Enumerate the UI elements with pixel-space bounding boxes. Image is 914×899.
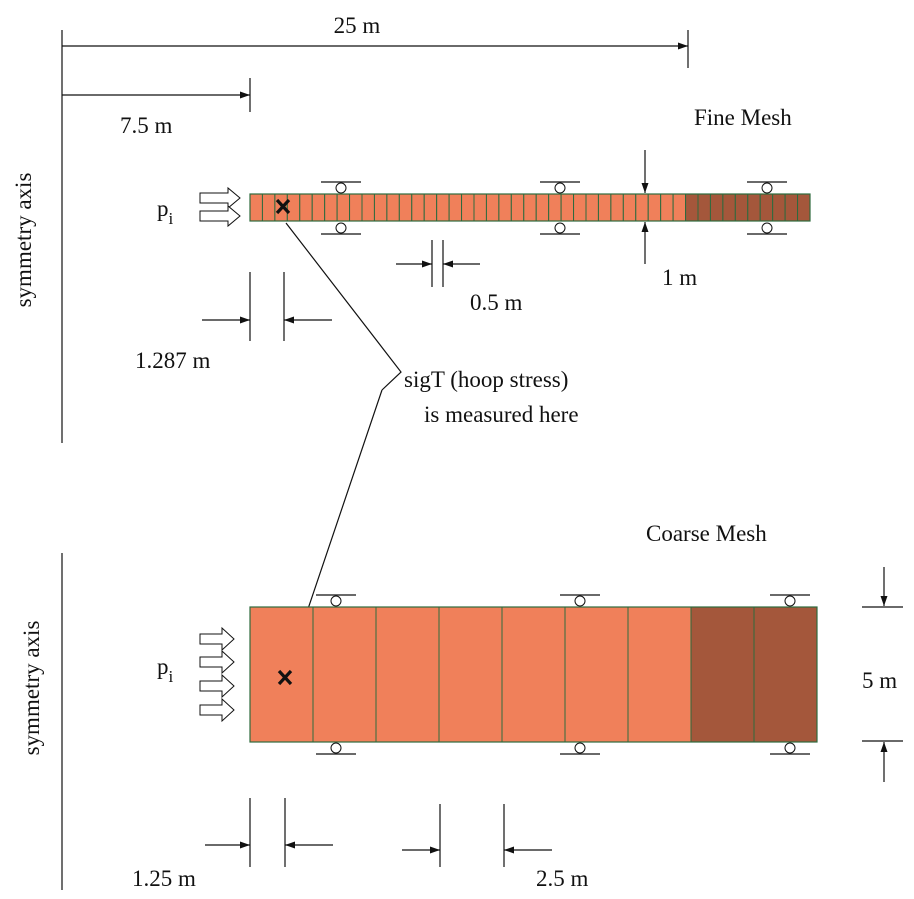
mesh-element [535, 193, 550, 222]
mesh-element [473, 193, 487, 222]
mesh-element [438, 606, 503, 743]
mesh-element [564, 606, 629, 743]
mesh-element [697, 193, 711, 222]
mesh-element [560, 193, 575, 222]
mesh-element [411, 193, 425, 222]
dim-7-5m-label: 7.5 m [120, 113, 173, 138]
fine-mesh-outline [249, 193, 811, 222]
roller-support-icon [540, 222, 580, 235]
roller-support-icon [560, 742, 600, 755]
mesh-element [784, 193, 799, 222]
mesh-element [772, 193, 786, 222]
pressure-label-coarse: pi [157, 654, 174, 686]
mesh-element [299, 193, 313, 222]
mesh-element [610, 193, 624, 222]
mesh-element [660, 193, 674, 222]
fine-mesh [249, 193, 811, 222]
dim-1-25m-label: 1.25 m [132, 866, 196, 891]
mesh-element [510, 193, 525, 222]
mesh-element [622, 193, 637, 222]
roller-support-icon [747, 181, 787, 194]
roller-support-icon [316, 742, 356, 755]
mesh-element [286, 193, 301, 222]
mesh-element [548, 193, 562, 222]
coarse-mesh-outline [249, 606, 818, 743]
mesh-element [585, 193, 599, 222]
mesh-element [523, 193, 537, 222]
symmetry-axis-label-bottom: symmetry axis [19, 621, 44, 756]
mesh-element [361, 193, 375, 222]
roller-support-icon [560, 594, 600, 607]
mesh-element [349, 193, 363, 222]
symmetry-axis-label-top: symmetry axis [11, 173, 36, 308]
dim-2-5m-label: 2.5 m [536, 866, 589, 891]
mesh-element [398, 193, 413, 222]
leader-line-fine [285, 222, 402, 391]
mesh-element [423, 193, 438, 222]
mesh-element [485, 193, 500, 222]
roller-support-icon [321, 181, 361, 194]
mesh-element [448, 193, 463, 222]
mesh-element [747, 193, 761, 222]
pressure-arrow [199, 204, 241, 228]
mesh-element [690, 606, 755, 743]
measurement-note-line2: is measured here [424, 402, 579, 427]
mesh-element [311, 193, 326, 222]
dim-1-287m-label: 1.287 m [135, 348, 211, 373]
mesh-element [635, 193, 649, 222]
mesh-element [336, 193, 351, 222]
mesh-element [373, 193, 388, 222]
mesh-element [597, 193, 612, 222]
mesh-element [498, 193, 512, 222]
mesh-element [249, 193, 263, 222]
mesh-element [501, 606, 566, 743]
mesh-element [753, 606, 818, 743]
mesh-element [375, 606, 440, 743]
mesh-element [647, 193, 662, 222]
fine-mesh-title: Fine Mesh [694, 105, 792, 130]
mesh-element [573, 193, 587, 222]
roller-support-icon [321, 222, 361, 235]
coarse-mesh-title: Coarse Mesh [646, 521, 767, 546]
pressure-arrow [199, 673, 235, 699]
pressure-label-fine: pi [157, 196, 174, 228]
mesh-element [722, 193, 736, 222]
coarse-pressure-arrows [199, 626, 235, 723]
dim-25m-label: 25 m [334, 13, 381, 38]
mesh-element [261, 193, 276, 222]
dim-5m-label: 5 m [862, 668, 897, 693]
roller-support-icon [316, 594, 356, 607]
mesh-element [672, 193, 687, 222]
mesh-element [709, 193, 724, 222]
mesh-element [436, 193, 450, 222]
coarse-mesh-rollers [316, 594, 810, 755]
mesh-element [734, 193, 749, 222]
roller-support-icon [770, 742, 810, 755]
coarse-mesh [249, 606, 818, 743]
dim-1m-label: 1 m [662, 265, 697, 290]
mesh-element [685, 193, 699, 222]
mesh-element [461, 193, 475, 222]
fine-pressure-arrows [199, 186, 241, 228]
mesh-element [386, 193, 400, 222]
dim-0-5m-label: 0.5 m [470, 290, 523, 315]
mesh-element [312, 606, 377, 743]
mesh-element [797, 193, 811, 222]
roller-support-icon [770, 594, 810, 607]
mesh-element [324, 193, 338, 222]
pressure-arrow [199, 626, 235, 652]
roller-support-icon [540, 181, 580, 194]
pressure-arrow [199, 186, 241, 210]
fine-mesh-rollers [321, 181, 787, 235]
roller-support-icon [747, 222, 787, 235]
measurement-note-line1: sigT (hoop stress) [404, 367, 568, 392]
mesh-element [759, 193, 774, 222]
pressure-arrow [199, 697, 235, 723]
mesh-element [627, 606, 692, 743]
coarse-measure-point-icon [277, 669, 293, 686]
fine-measure-point-icon [275, 198, 291, 215]
pressure-arrow [199, 649, 235, 675]
